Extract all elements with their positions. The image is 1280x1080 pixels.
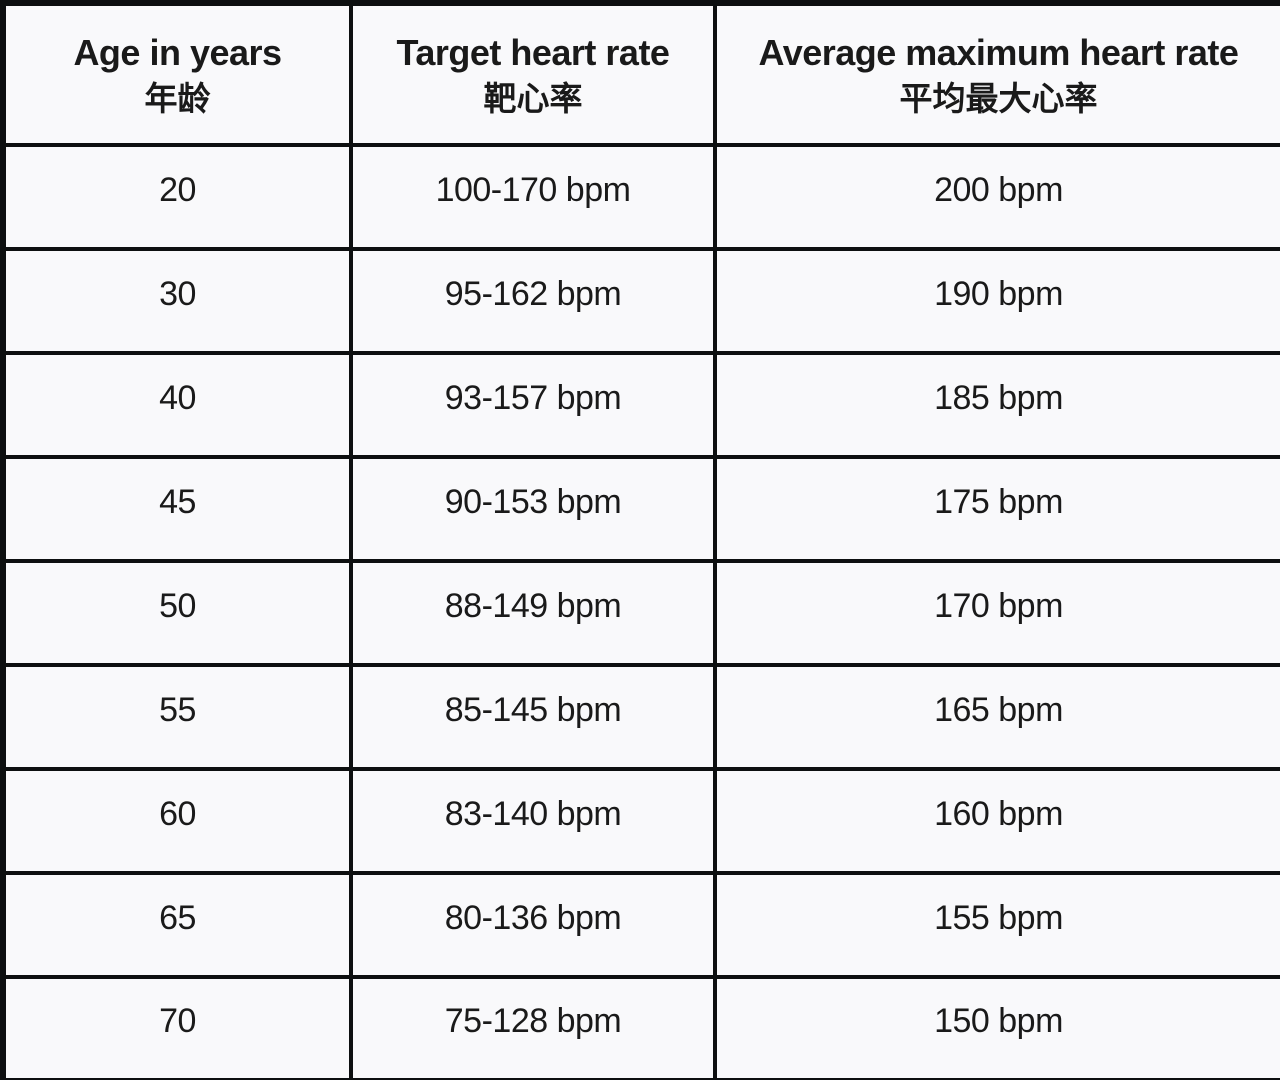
target-heart-rate-cell: 85-145 bpm <box>349 663 717 771</box>
header-age: Age in years 年龄 <box>1 1 353 147</box>
age-cell: 30 <box>1 247 353 355</box>
target-heart-rate-cell: 90-153 bpm <box>349 455 717 563</box>
table-row: 70 75-128 bpm 150 bpm <box>1 975 1280 1080</box>
age-cell: 70 <box>1 975 353 1080</box>
header-avg-max-heart-rate-en: Average maximum heart rate <box>758 31 1239 73</box>
header-age-zh: 年龄 <box>144 80 211 118</box>
header-target-heart-rate-zh: 靶心率 <box>483 80 583 118</box>
table-row: 60 83-140 bpm 160 bpm <box>1 767 1280 875</box>
avg-max-heart-rate-cell: 190 bpm <box>713 247 1280 355</box>
header-target-heart-rate-en: Target heart rate <box>396 31 670 73</box>
header-avg-max-heart-rate-zh: 平均最大心率 <box>899 80 1098 118</box>
age-cell: 45 <box>1 455 353 563</box>
avg-max-heart-rate-cell: 160 bpm <box>713 767 1280 875</box>
table-row: 65 80-136 bpm 155 bpm <box>1 871 1280 979</box>
table-row: 55 85-145 bpm 165 bpm <box>1 663 1280 771</box>
age-cell: 60 <box>1 767 353 875</box>
table-row: 40 93-157 bpm 185 bpm <box>1 351 1280 459</box>
avg-max-heart-rate-cell: 155 bpm <box>713 871 1280 979</box>
avg-max-heart-rate-cell: 150 bpm <box>713 975 1280 1080</box>
header-row: Age in years 年龄 Target heart rate 靶心率 Av… <box>1 1 1280 147</box>
avg-max-heart-rate-cell: 170 bpm <box>713 559 1280 667</box>
table-row: 50 88-149 bpm 170 bpm <box>1 559 1280 667</box>
age-cell: 55 <box>1 663 353 771</box>
target-heart-rate-cell: 83-140 bpm <box>349 767 717 875</box>
table-row: 20 100-170 bpm 200 bpm <box>1 143 1280 251</box>
table-row: 45 90-153 bpm 175 bpm <box>1 455 1280 563</box>
header-age-en: Age in years <box>73 31 282 73</box>
header-avg-max-heart-rate: Average maximum heart rate 平均最大心率 <box>713 1 1280 147</box>
avg-max-heart-rate-cell: 165 bpm <box>713 663 1280 771</box>
table-row: 30 95-162 bpm 190 bpm <box>1 247 1280 355</box>
avg-max-heart-rate-cell: 175 bpm <box>713 455 1280 563</box>
target-heart-rate-cell: 88-149 bpm <box>349 559 717 667</box>
target-heart-rate-cell: 100-170 bpm <box>349 143 717 251</box>
avg-max-heart-rate-cell: 200 bpm <box>713 143 1280 251</box>
header-target-heart-rate: Target heart rate 靶心率 <box>349 1 717 147</box>
target-heart-rate-cell: 93-157 bpm <box>349 351 717 459</box>
age-cell: 65 <box>1 871 353 979</box>
target-heart-rate-cell: 75-128 bpm <box>349 975 717 1080</box>
age-cell: 20 <box>1 143 353 251</box>
age-cell: 40 <box>1 351 353 459</box>
age-cell: 50 <box>1 559 353 667</box>
target-heart-rate-cell: 80-136 bpm <box>349 871 717 979</box>
avg-max-heart-rate-cell: 185 bpm <box>713 351 1280 459</box>
target-heart-rate-cell: 95-162 bpm <box>349 247 717 355</box>
